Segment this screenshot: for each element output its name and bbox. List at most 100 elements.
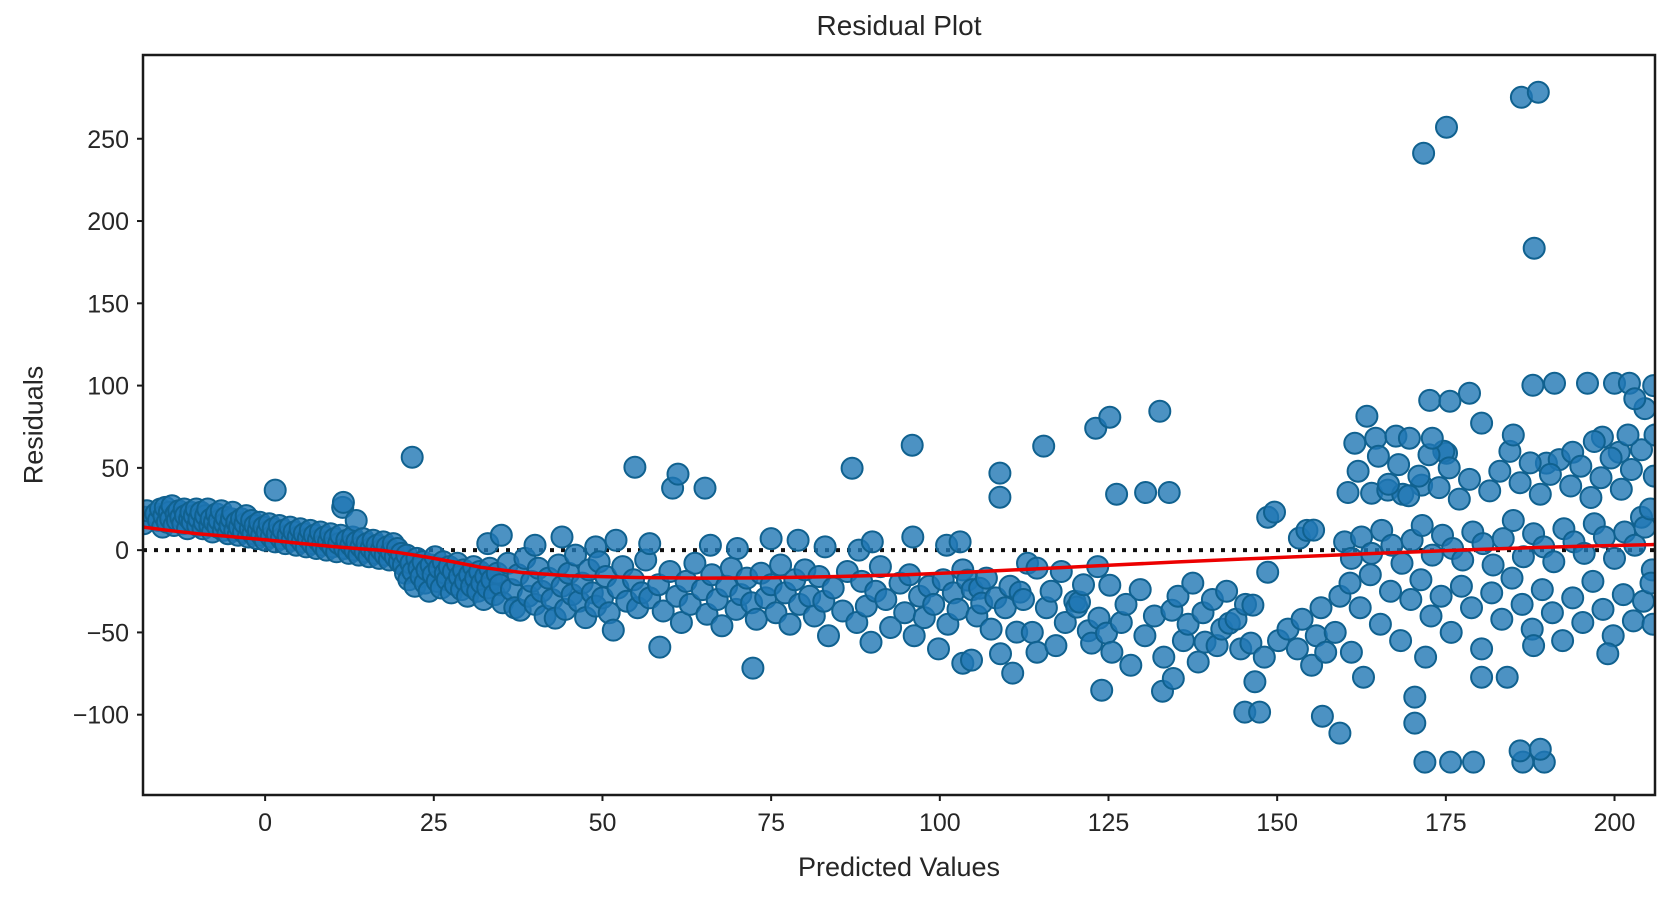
scatter-point: [879, 616, 903, 639]
scatter-point: [1438, 389, 1462, 413]
scatter-point: [859, 630, 883, 654]
scatter-point: [678, 592, 702, 616]
scatter-point: [1133, 624, 1157, 648]
scatter-point: [1639, 571, 1655, 595]
scatter-point: [1339, 546, 1363, 570]
y-tick-label: 200: [87, 208, 129, 236]
scatter-point: [1611, 583, 1635, 607]
scatter-point: [601, 618, 625, 642]
scatter-point: [1596, 642, 1620, 666]
scatter-point: [1518, 451, 1542, 475]
scatter-point: [1399, 588, 1423, 611]
scatter-point: [1049, 560, 1073, 583]
scatter-point: [1481, 553, 1505, 577]
scatter-point: [1435, 115, 1458, 139]
scatter-point: [1449, 574, 1473, 598]
y-tick-label: −100: [73, 702, 129, 730]
scatter-point: [1591, 597, 1615, 621]
y-tick-label: 0: [115, 537, 129, 565]
scatter-point: [1403, 711, 1427, 735]
scatter-point: [1350, 525, 1373, 549]
scatter-point: [1090, 678, 1114, 702]
scatter-point: [1470, 637, 1494, 661]
x-tick-label: 200: [1594, 809, 1636, 837]
scatter-point: [874, 588, 898, 611]
scatter-point: [786, 528, 810, 552]
scatter-point: [1012, 588, 1035, 611]
scatter-point: [1551, 629, 1575, 653]
scatter-point: [1419, 604, 1443, 628]
scatter-point: [1538, 462, 1562, 486]
scatter-point: [1256, 560, 1280, 584]
scatter-point: [1621, 609, 1645, 633]
scatter-point: [1542, 550, 1566, 574]
scatter-point: [1263, 500, 1286, 524]
scatter-point: [1437, 456, 1461, 480]
scatter-point: [989, 642, 1012, 666]
scatter-point: [1510, 592, 1534, 616]
scatter-point: [1001, 661, 1025, 685]
scatter-point: [1589, 466, 1613, 490]
scatter-point: [1501, 423, 1525, 447]
scatter-point: [1389, 629, 1413, 653]
scatter-point: [1377, 472, 1400, 496]
scatter-point: [1495, 665, 1519, 689]
scatter-point: [564, 543, 587, 567]
scatter-point: [1579, 486, 1603, 509]
scatter-point: [1508, 739, 1532, 763]
scatter-point: [1528, 482, 1552, 506]
scatter-point: [1368, 612, 1392, 636]
scatter-point: [988, 485, 1012, 509]
scatter-point: [1300, 653, 1324, 677]
scatter-point: [1128, 578, 1152, 602]
scatter-point: [769, 553, 793, 577]
scatter-point: [1314, 640, 1338, 664]
scatter-point: [263, 478, 287, 502]
scatter-point: [1559, 474, 1583, 498]
scatter-point: [1478, 479, 1502, 503]
plot-border: [141, 53, 1657, 797]
scatter-point: [1100, 640, 1124, 664]
x-tick-label: 50: [589, 809, 617, 837]
scatter-point: [651, 599, 675, 623]
scatter-point: [1032, 434, 1056, 458]
scatter-point: [1407, 464, 1431, 488]
scatter-point: [1323, 620, 1347, 644]
scatter-point: [817, 624, 840, 648]
scatter-point: [1571, 611, 1595, 634]
scatter-point: [1526, 80, 1550, 104]
scatter-point: [900, 433, 924, 457]
scatter-point: [1309, 596, 1333, 620]
scatter-point: [331, 490, 355, 514]
scatter-point: [988, 461, 1012, 485]
scatter-point: [1285, 637, 1309, 661]
scatter-point: [1447, 487, 1471, 511]
scatter-point: [1390, 551, 1414, 575]
scatter-point: [1020, 620, 1044, 644]
scatter-point: [946, 597, 970, 621]
scatter-point: [1161, 667, 1185, 690]
y-tick-label: 250: [87, 126, 129, 154]
scatter-point: [1387, 453, 1411, 477]
scatter-point: [1528, 737, 1552, 761]
scatter-point: [1540, 601, 1564, 625]
scatter-point: [725, 537, 749, 560]
scatter-point: [1480, 581, 1504, 605]
scatter-point: [1630, 438, 1653, 462]
scatter-point: [1427, 476, 1451, 500]
scatter-point: [1500, 566, 1524, 590]
scatter-point: [1105, 482, 1129, 506]
x-tick-label: 150: [1256, 809, 1298, 837]
scatter-point: [1098, 405, 1122, 429]
y-tick-label: 150: [87, 290, 129, 318]
scatter-point: [759, 527, 783, 551]
scatter-point: [1582, 430, 1606, 453]
scatter-point: [1410, 514, 1434, 537]
scatter-point: [1413, 750, 1437, 774]
scatter-point: [1157, 481, 1181, 504]
scatter-point: [1643, 423, 1655, 447]
scatter-point: [1119, 653, 1143, 677]
x-tick-label: 175: [1425, 809, 1467, 837]
scatter-point: [1642, 464, 1655, 488]
